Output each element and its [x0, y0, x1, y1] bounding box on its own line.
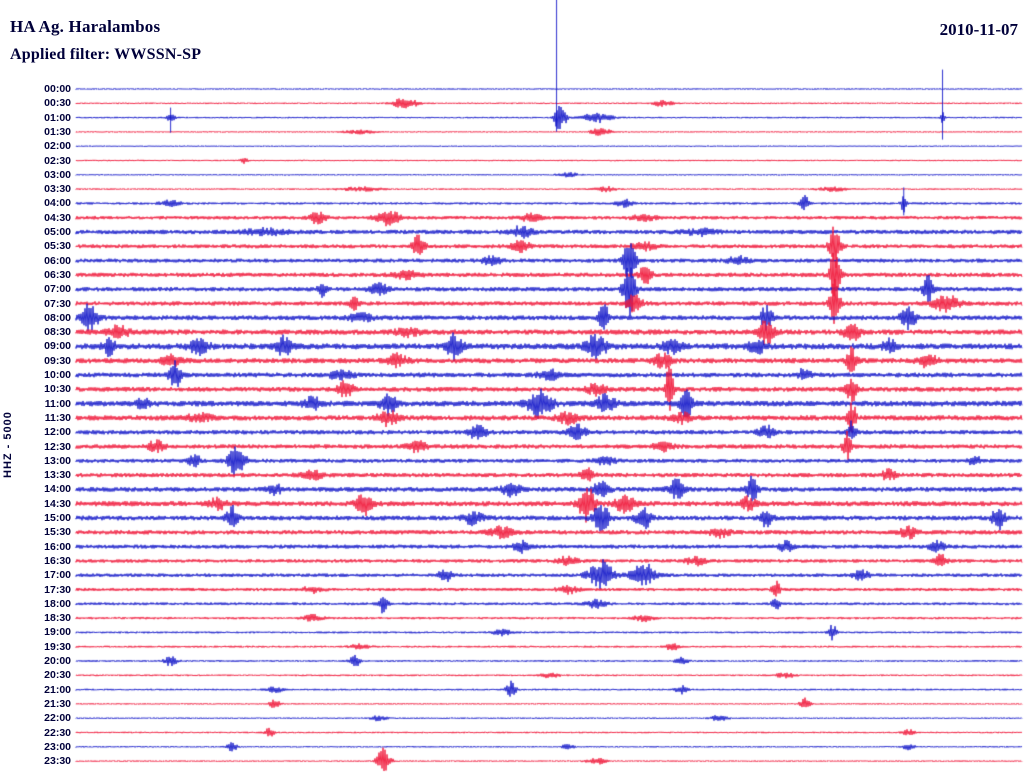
time-label: 01:00 — [44, 111, 71, 124]
time-label: 01:30 — [44, 125, 71, 138]
time-label: 17:00 — [44, 569, 71, 582]
time-label: 06:00 — [44, 254, 71, 267]
time-label: 04:30 — [44, 211, 71, 224]
time-label: 13:30 — [44, 469, 71, 482]
station-title: HA Ag. Haralambos — [10, 17, 161, 36]
time-label: 08:30 — [44, 326, 71, 339]
time-label: 08:00 — [44, 311, 71, 324]
time-label: 18:30 — [44, 612, 71, 625]
time-label: 21:00 — [44, 683, 71, 696]
header: HA Ag. Haralambos Applied filter: WWSSN-… — [10, 18, 201, 63]
time-label: 16:30 — [44, 554, 71, 567]
time-label: 13:00 — [44, 454, 71, 467]
time-labels: 00:00 00:30 01:00 01:30 02:00 02:30 03:00 03:30… — [0, 0, 74, 780]
time-label: 02:00 — [44, 140, 71, 153]
time-label: 09:30 — [44, 354, 71, 367]
applied-filter-label: Applied filter: WWSSN-SP — [10, 46, 202, 63]
time-label: 04:00 — [44, 197, 71, 210]
time-label: 07:30 — [44, 297, 71, 310]
time-label: 03:00 — [44, 168, 71, 181]
time-label: 16:00 — [44, 540, 71, 553]
time-label: 19:30 — [44, 640, 71, 653]
channel-scale-label: HHZ - 5000 — [2, 411, 14, 478]
time-label: 17:30 — [44, 583, 71, 596]
time-label: 11:30 — [44, 411, 71, 424]
time-label: 18:00 — [44, 597, 71, 610]
time-label: 12:00 — [44, 426, 71, 439]
time-label: 15:00 — [44, 512, 71, 524]
time-label: 02:30 — [44, 154, 71, 167]
time-label: 14:00 — [44, 483, 71, 496]
time-label: 14:30 — [44, 497, 71, 510]
time-label: 22:00 — [44, 712, 71, 725]
time-label: 23:00 — [44, 740, 71, 753]
time-label: 09:00 — [44, 340, 71, 353]
time-label: 22:30 — [44, 726, 71, 739]
time-label: 00:30 — [44, 97, 71, 110]
time-label: 05:30 — [44, 240, 71, 253]
time-label: 10:00 — [44, 369, 71, 381]
time-label: 19:00 — [44, 626, 71, 639]
time-label: 12:30 — [44, 440, 71, 453]
time-label: 15:30 — [44, 526, 71, 539]
time-label: 03:30 — [44, 183, 71, 196]
time-label: 20:00 — [44, 655, 71, 667]
date-label: 2010-11-07 — [939, 20, 1018, 39]
time-label: 10:30 — [44, 383, 71, 396]
time-label: 07:00 — [44, 283, 71, 296]
time-label: 20:30 — [44, 669, 71, 682]
time-label: 23:30 — [44, 755, 71, 768]
time-label: 00:00 — [44, 83, 71, 95]
time-label: 11:00 — [44, 397, 71, 410]
time-label: 21:30 — [44, 697, 71, 710]
time-label: 06:30 — [44, 268, 71, 281]
time-label: 05:00 — [44, 226, 71, 238]
